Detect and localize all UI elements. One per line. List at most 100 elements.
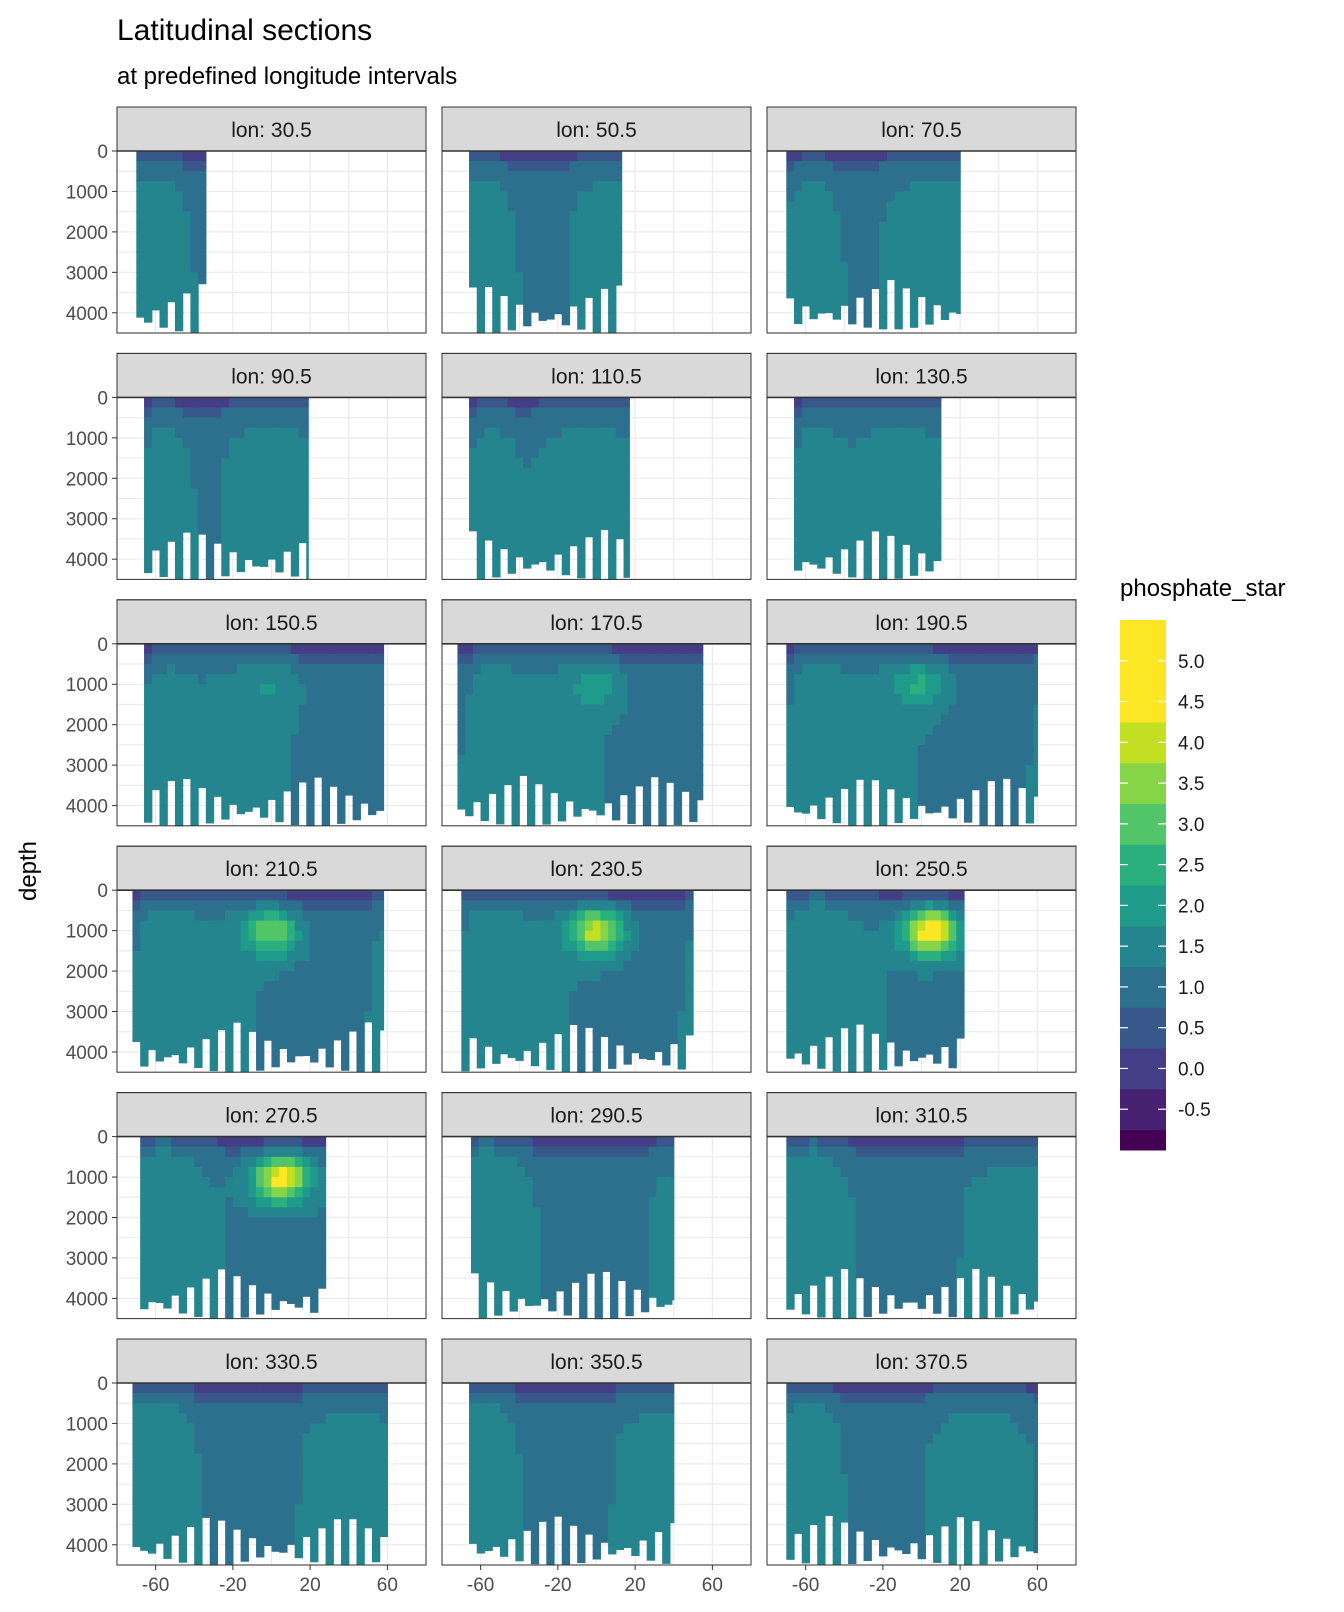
heat-cell xyxy=(190,191,199,203)
heat-cell xyxy=(523,559,532,569)
heat-cell xyxy=(894,538,903,550)
heat-cell xyxy=(608,508,617,520)
heat-cell xyxy=(832,407,841,419)
heat-cell xyxy=(817,518,826,530)
heat-cell xyxy=(550,714,559,726)
heat-cell xyxy=(259,397,269,409)
heat-cell xyxy=(948,191,957,203)
heat-cell xyxy=(151,302,161,311)
heat-cell xyxy=(209,910,219,922)
heat-cell xyxy=(824,478,834,489)
heat-cell xyxy=(360,775,369,786)
heat-cell xyxy=(209,1041,219,1053)
heat-cell xyxy=(159,468,168,479)
heat-cell xyxy=(588,744,598,756)
heat-cell xyxy=(794,991,803,1003)
heat-cell xyxy=(863,181,872,193)
heat-cell xyxy=(523,1011,532,1023)
heat-cell xyxy=(786,1051,795,1059)
heat-cell xyxy=(546,478,555,489)
heat-cell xyxy=(1018,704,1027,716)
heat-cell xyxy=(554,242,563,253)
heat-cell xyxy=(252,795,261,807)
heat-cell xyxy=(182,211,191,223)
heat-cell xyxy=(538,900,547,912)
heat-cell xyxy=(817,805,826,817)
heat-cell xyxy=(909,755,919,766)
heat-cell xyxy=(155,981,164,992)
heat-cell xyxy=(863,765,872,776)
heat-cell xyxy=(987,674,996,685)
heat-cell xyxy=(488,664,497,675)
heat-cell xyxy=(577,1051,586,1063)
heat-cell xyxy=(306,643,315,655)
y-tick-label: 2000 xyxy=(66,962,108,983)
heat-cell xyxy=(824,272,834,284)
heat-cell xyxy=(894,684,903,695)
heat-cell xyxy=(840,458,849,469)
heat-cell xyxy=(201,981,211,992)
heat-cell xyxy=(329,785,338,787)
heat-cell xyxy=(546,950,555,962)
heat-cell xyxy=(321,684,331,695)
heat-cell xyxy=(608,920,617,932)
heat-cell xyxy=(515,292,524,304)
heat-cell xyxy=(817,161,826,172)
heat-cell xyxy=(963,674,973,685)
heat-cell xyxy=(144,447,153,459)
heat-cell xyxy=(302,981,311,992)
heat-cell xyxy=(364,920,373,932)
heat-cell xyxy=(302,960,311,972)
heat-cell xyxy=(848,427,857,439)
heat-cell xyxy=(611,765,621,776)
heat-cell xyxy=(696,724,704,736)
heat-cell xyxy=(290,397,300,409)
heat-cell xyxy=(476,171,486,182)
heat-cell xyxy=(650,704,659,716)
heat-cell xyxy=(650,755,659,766)
heat-cell xyxy=(554,528,563,540)
heat-cell xyxy=(909,653,919,665)
heat-cell xyxy=(987,734,996,746)
heat-cell xyxy=(801,302,811,307)
heat-cell xyxy=(313,734,323,746)
heat-cell xyxy=(476,559,486,570)
heat-cell xyxy=(577,920,586,932)
heat-cell xyxy=(666,775,675,783)
heat-cell xyxy=(198,221,207,233)
heat-cell xyxy=(848,221,857,233)
heat-cell xyxy=(507,559,516,570)
heat-cell xyxy=(956,161,961,172)
heat-cell xyxy=(956,242,961,253)
heat-cell xyxy=(801,488,811,500)
heat-cell xyxy=(817,549,826,560)
heat-cell xyxy=(909,805,919,817)
heat-cell xyxy=(492,312,501,324)
heat-cell xyxy=(232,971,242,982)
heat-cell xyxy=(198,211,207,223)
heat-cell xyxy=(681,744,690,756)
heat-cell xyxy=(325,1001,334,1013)
heat-cell xyxy=(159,775,168,786)
heat-cell xyxy=(294,971,303,982)
heat-cell xyxy=(600,211,609,223)
heat-cell xyxy=(550,765,559,776)
heat-cell xyxy=(256,910,265,922)
heat-cell xyxy=(673,664,683,675)
heat-cell xyxy=(801,653,811,665)
heat-cell xyxy=(654,971,663,982)
heat-cell xyxy=(794,734,803,746)
heat-cell xyxy=(302,920,311,932)
heat-cell xyxy=(581,653,590,665)
heat-cell xyxy=(987,714,996,726)
heat-cell xyxy=(619,765,628,776)
heat-cell xyxy=(244,704,253,716)
heat-cell xyxy=(313,684,323,695)
heat-cell xyxy=(1002,694,1011,706)
heat-cell xyxy=(244,664,253,675)
heat-cell xyxy=(375,795,385,807)
heat-cell xyxy=(538,171,547,182)
heat-cell xyxy=(863,437,872,449)
heat-cell xyxy=(886,201,896,213)
